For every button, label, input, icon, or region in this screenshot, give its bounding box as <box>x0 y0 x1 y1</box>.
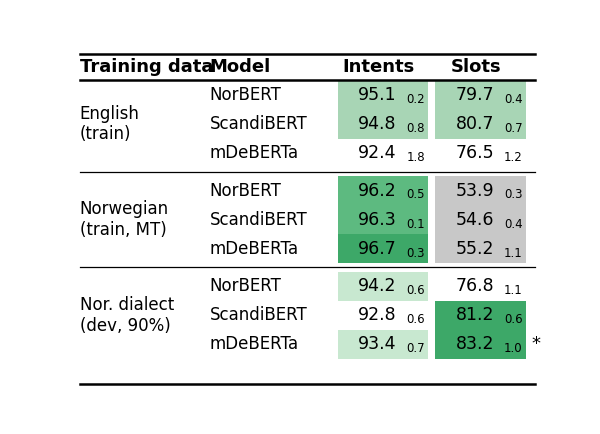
Text: 55.2: 55.2 <box>456 240 494 258</box>
Text: 76.8: 76.8 <box>456 277 494 295</box>
Text: 54.6: 54.6 <box>456 210 494 229</box>
Text: 94.8: 94.8 <box>358 115 397 133</box>
Text: 0.3: 0.3 <box>504 188 523 201</box>
Text: 0.5: 0.5 <box>406 188 425 201</box>
Text: 0.1: 0.1 <box>406 217 425 230</box>
Text: Model: Model <box>210 58 271 76</box>
Text: 92.4: 92.4 <box>358 144 397 162</box>
FancyBboxPatch shape <box>436 176 526 263</box>
Text: Nor. dialect
(dev, 90%): Nor. dialect (dev, 90%) <box>80 296 174 335</box>
Text: NorBERT: NorBERT <box>210 181 282 200</box>
Text: 96.3: 96.3 <box>358 210 397 229</box>
Text: 0.6: 0.6 <box>406 284 425 297</box>
Text: NorBERT: NorBERT <box>210 277 282 295</box>
Text: 1.8: 1.8 <box>406 151 425 164</box>
Text: 93.4: 93.4 <box>358 335 397 353</box>
Text: 53.9: 53.9 <box>456 181 494 200</box>
Text: 0.7: 0.7 <box>504 122 523 135</box>
Text: *: * <box>532 335 541 353</box>
Text: mDeBERTa: mDeBERTa <box>210 335 299 353</box>
Text: 0.6: 0.6 <box>504 313 523 326</box>
Text: 94.2: 94.2 <box>358 277 397 295</box>
Text: Intents: Intents <box>343 58 415 76</box>
Text: 0.3: 0.3 <box>406 247 425 260</box>
Text: 80.7: 80.7 <box>456 115 494 133</box>
Text: 96.7: 96.7 <box>358 240 397 258</box>
Text: Norwegian
(train, MT): Norwegian (train, MT) <box>80 200 169 239</box>
Text: mDeBERTa: mDeBERTa <box>210 240 299 258</box>
Text: 76.5: 76.5 <box>456 144 494 162</box>
Text: 1.1: 1.1 <box>504 284 523 297</box>
Text: 1.1: 1.1 <box>504 247 523 260</box>
Text: 96.2: 96.2 <box>358 181 397 200</box>
Text: 0.2: 0.2 <box>406 93 425 106</box>
Text: 0.8: 0.8 <box>406 122 425 135</box>
Text: NorBERT: NorBERT <box>210 86 282 104</box>
Text: 92.8: 92.8 <box>358 306 397 324</box>
Text: Slots: Slots <box>451 58 502 76</box>
FancyBboxPatch shape <box>338 80 428 138</box>
FancyBboxPatch shape <box>338 272 428 301</box>
Text: 0.4: 0.4 <box>504 217 523 230</box>
Text: English
(train): English (train) <box>80 105 140 144</box>
FancyBboxPatch shape <box>338 176 428 234</box>
FancyBboxPatch shape <box>338 234 428 263</box>
Text: 79.7: 79.7 <box>456 86 494 104</box>
Text: 95.1: 95.1 <box>358 86 397 104</box>
Text: ScandiBERT: ScandiBERT <box>210 306 308 324</box>
FancyBboxPatch shape <box>436 301 526 359</box>
FancyBboxPatch shape <box>338 330 428 359</box>
FancyBboxPatch shape <box>436 80 526 138</box>
Text: mDeBERTa: mDeBERTa <box>210 144 299 162</box>
Text: 0.7: 0.7 <box>406 342 425 355</box>
Text: 1.2: 1.2 <box>504 151 523 164</box>
Text: Training data: Training data <box>80 58 213 76</box>
Text: 81.2: 81.2 <box>456 306 494 324</box>
Text: 1.0: 1.0 <box>504 342 523 355</box>
Text: 0.4: 0.4 <box>504 93 523 106</box>
Text: ScandiBERT: ScandiBERT <box>210 115 308 133</box>
Text: ScandiBERT: ScandiBERT <box>210 210 308 229</box>
Text: 0.6: 0.6 <box>406 313 425 326</box>
Text: 83.2: 83.2 <box>456 335 494 353</box>
